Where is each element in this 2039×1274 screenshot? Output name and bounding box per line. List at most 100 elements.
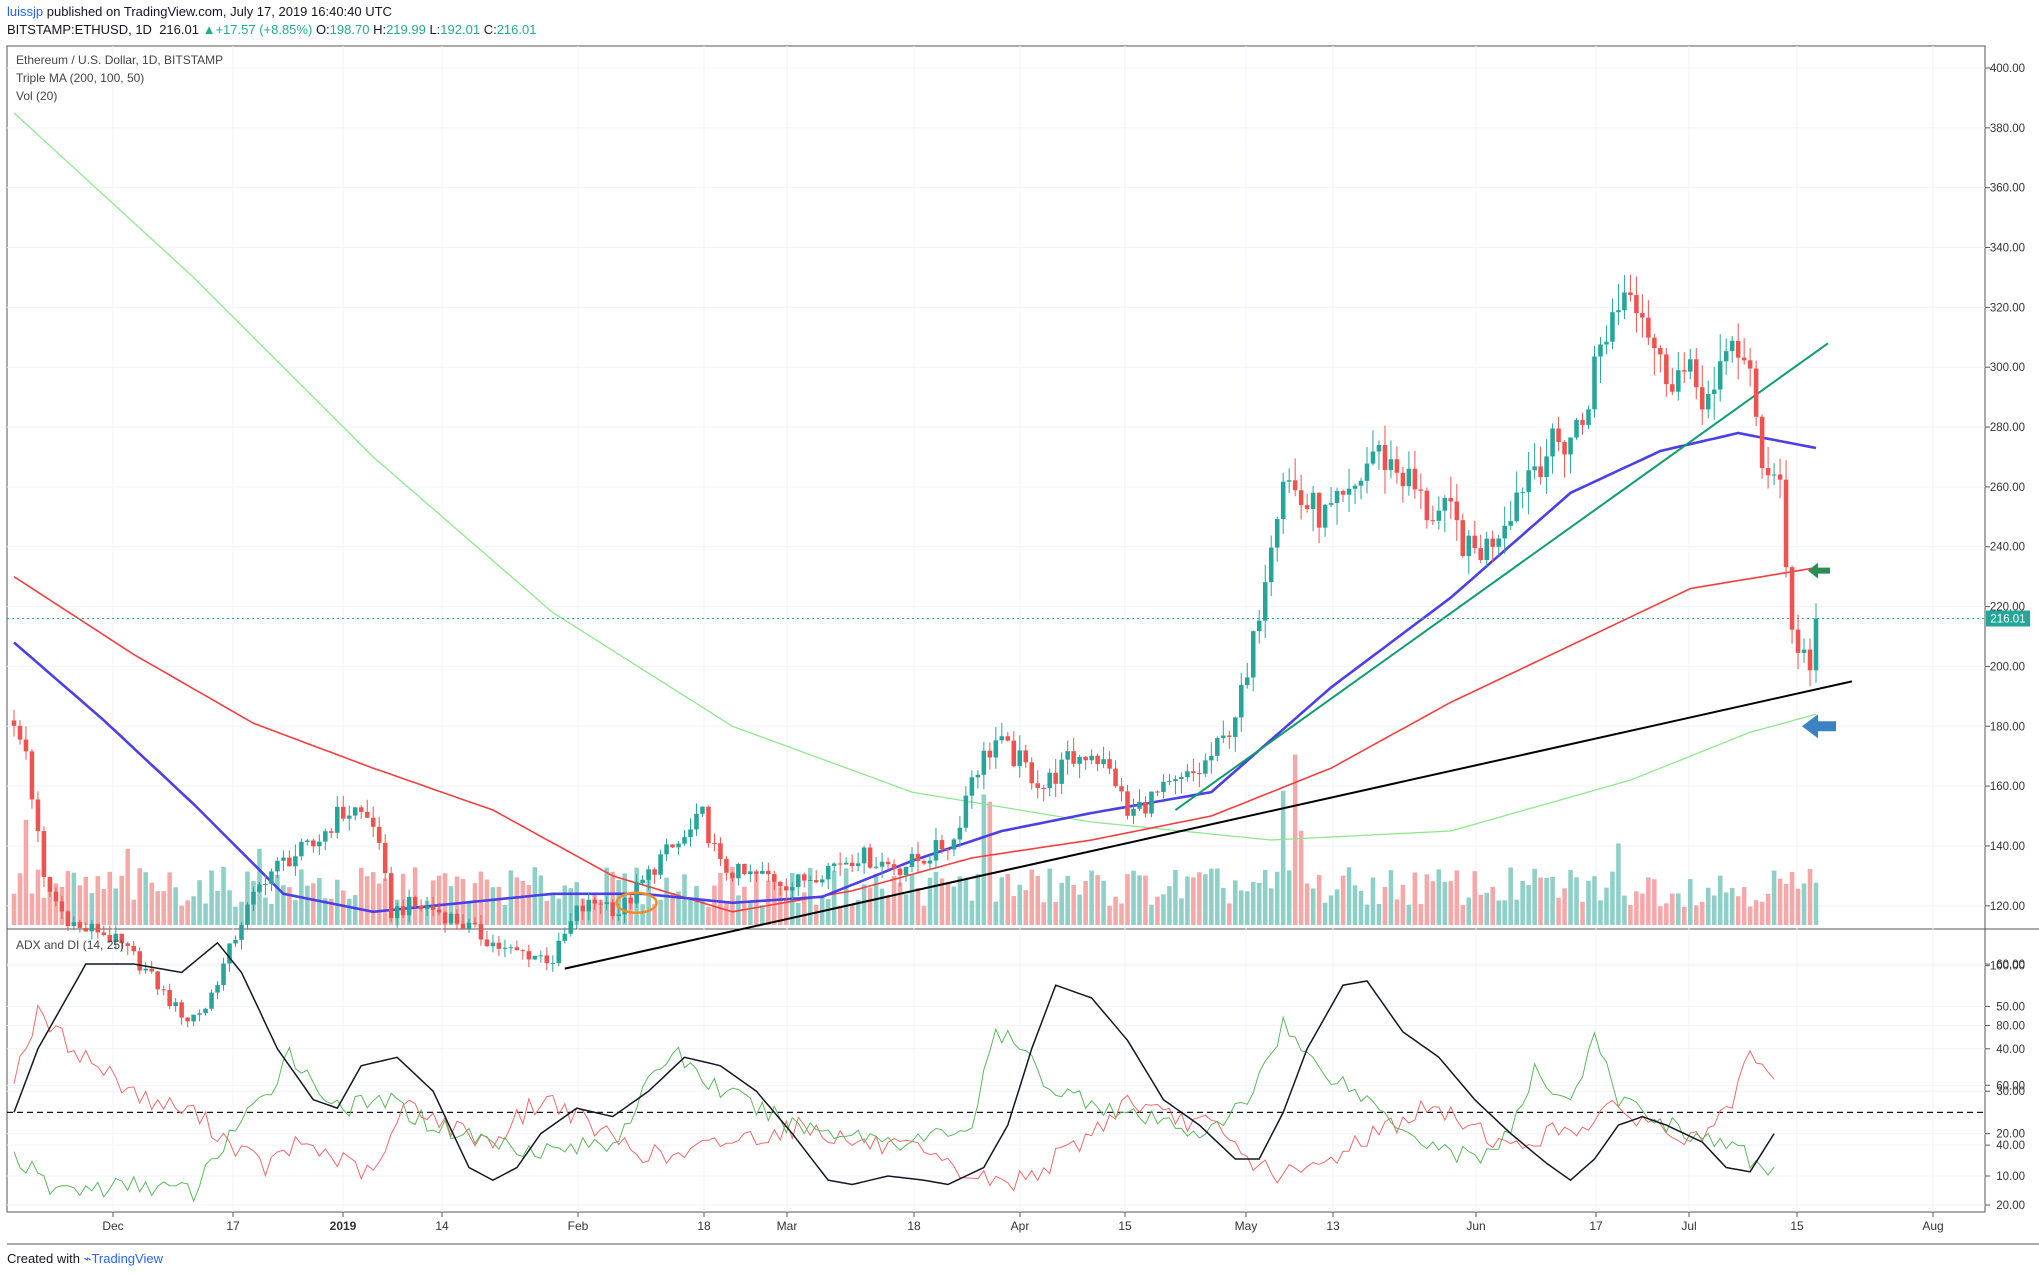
volume-bar (1095, 875, 1100, 925)
adx-tick-label: 60.00 (1996, 959, 2025, 971)
volume-bar (748, 900, 753, 925)
candle-body (1185, 771, 1190, 778)
candle-body (1244, 677, 1250, 685)
adx-tick-label: 20.00 (1996, 1129, 2025, 1141)
volume-bar (215, 890, 220, 925)
volume-bar (795, 903, 801, 925)
time-tick-label: Jun (1466, 1219, 1485, 1233)
volume-bar (975, 873, 981, 925)
volume-bar (197, 880, 202, 925)
volume-bar (837, 905, 843, 925)
candle-body (748, 871, 753, 875)
candle-body (1161, 781, 1166, 793)
volume-bar (1209, 868, 1214, 925)
price-tick-label: 340.00 (1990, 243, 2025, 255)
volume-bar (454, 876, 460, 925)
volume-bar (1017, 884, 1023, 925)
price-tick-label: 380.00 (1990, 123, 2025, 135)
candle-body (1370, 451, 1376, 464)
axes: 20.0040.0060.0080.00100.00120.00140.0016… (102, 63, 2030, 1233)
volume-bar (993, 901, 999, 925)
volume-bar (1161, 894, 1166, 925)
candle-body (1807, 649, 1813, 671)
candle-body (1119, 786, 1124, 792)
candle-body (532, 955, 538, 960)
volume-bar (1711, 895, 1717, 925)
candle-body (999, 736, 1005, 741)
volume-bar (1143, 875, 1148, 925)
candle-body (1077, 756, 1082, 764)
volume-bar (801, 892, 807, 925)
volume-bar (1352, 885, 1358, 925)
volume-bar (1227, 903, 1232, 925)
candle-body (358, 807, 364, 812)
candle-body (215, 985, 220, 993)
volume-bar (927, 877, 933, 925)
candle-body (562, 933, 568, 941)
volume-bar (65, 871, 71, 925)
volume-bar (1676, 893, 1681, 925)
volume-bar (382, 878, 388, 925)
grid (7, 46, 1985, 1212)
volume-bar (1077, 894, 1082, 925)
volume-bar (239, 901, 244, 925)
volume-bar (143, 872, 148, 925)
volume-bar (71, 872, 77, 925)
candle-body (1562, 442, 1567, 455)
candle-body (1131, 808, 1136, 816)
volume-bar (1197, 872, 1202, 925)
volume-bar (305, 885, 310, 925)
volume-bar (1250, 882, 1256, 925)
candle-body (604, 902, 609, 905)
footer-brand[interactable]: TradingView (91, 1251, 163, 1266)
candle-body (287, 857, 292, 867)
candle-body (335, 806, 340, 833)
candle-body (1789, 567, 1795, 630)
candle-body (95, 923, 101, 933)
author-link[interactable]: luissjp (7, 4, 44, 19)
candle-body (1604, 341, 1609, 345)
volume-bar (562, 885, 568, 925)
volume-bar (915, 887, 921, 925)
candle-body (364, 811, 370, 818)
candle-body (376, 826, 382, 843)
volume-bar (227, 890, 232, 925)
volume-bar (1340, 875, 1346, 925)
candle-body (179, 1002, 184, 1018)
candle-body (251, 891, 256, 905)
candle-body (664, 844, 669, 855)
volume-bar (209, 870, 214, 925)
candle-body (1191, 771, 1196, 774)
volume-bar (945, 883, 951, 925)
volume-bar (1424, 874, 1430, 925)
volume-bar (1592, 876, 1597, 925)
candle-body (514, 947, 520, 951)
volume-bar (766, 880, 771, 925)
di-minus-line (13, 1004, 1775, 1192)
volume-bar (1358, 891, 1364, 925)
candle-body (610, 902, 615, 917)
volume-bar (1149, 904, 1154, 925)
candle-body (466, 922, 472, 929)
candle-body (1173, 779, 1178, 782)
candle-body (29, 751, 35, 800)
volume-bar (125, 848, 131, 925)
volume-bar (933, 871, 939, 925)
volume-bar (1298, 830, 1304, 925)
candle-body (113, 933, 119, 942)
volume-bar (1460, 905, 1466, 925)
volume-bar (849, 905, 855, 925)
candle-body (1622, 292, 1627, 311)
price-pane-frame (6, 45, 1986, 930)
volume-bar (1723, 892, 1729, 925)
volume-bar (963, 879, 969, 925)
candle-body (275, 860, 280, 872)
candle-body (1113, 768, 1118, 787)
candle-body (1478, 548, 1484, 561)
volume-bar (472, 883, 478, 925)
volume-bar (1735, 896, 1741, 925)
open-value: 198.70 (329, 22, 370, 37)
time-tick-label: 2019 (330, 1219, 357, 1233)
